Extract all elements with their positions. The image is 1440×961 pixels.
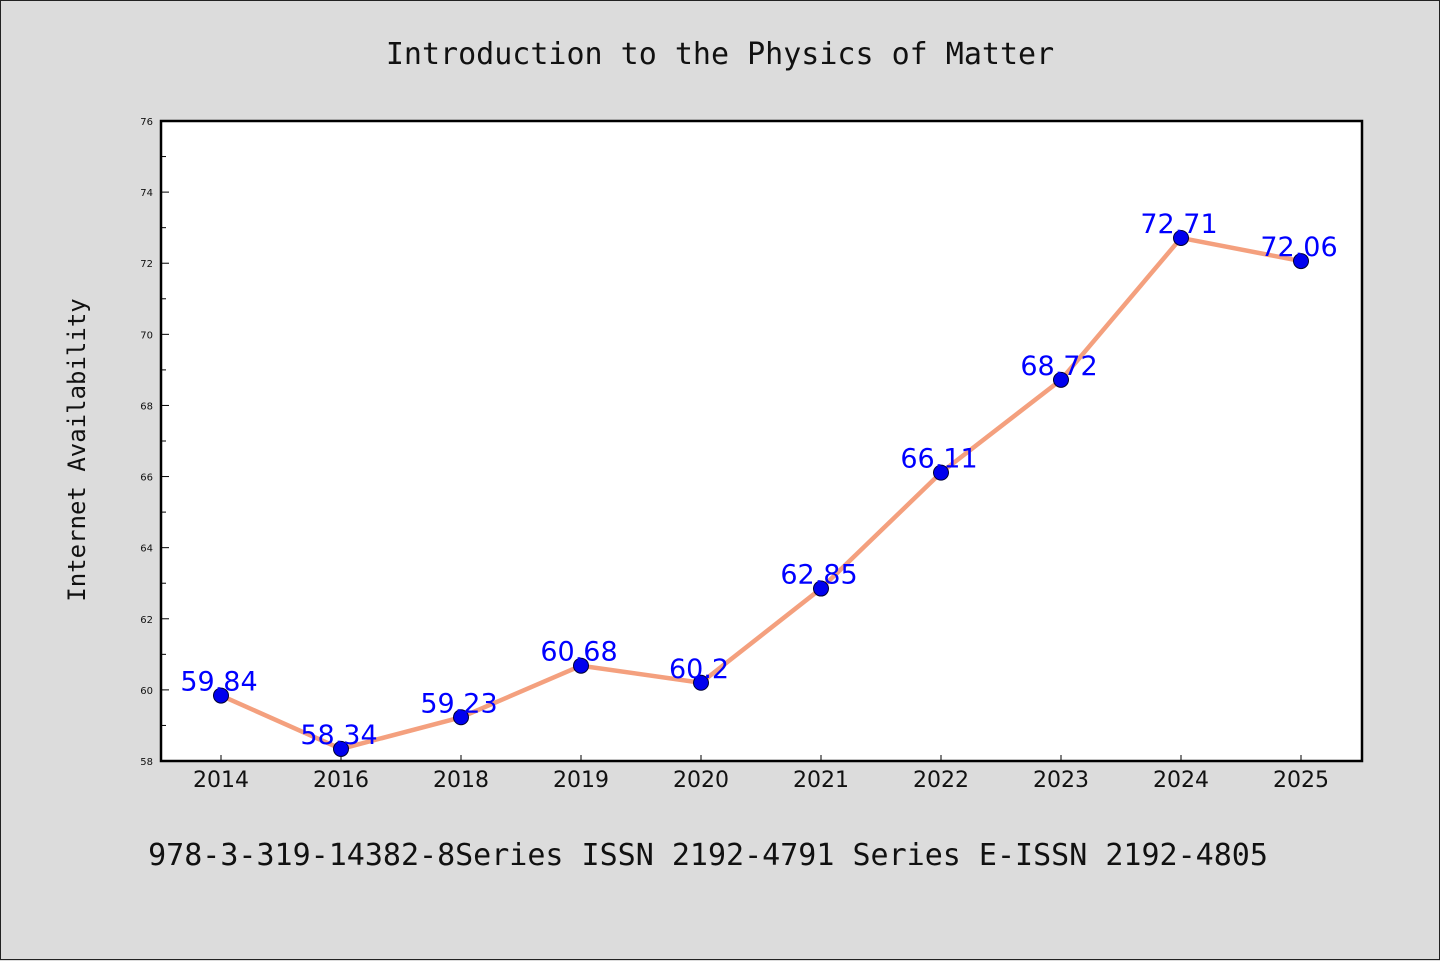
x-tick-label: 2021 — [793, 768, 849, 793]
data-labels-layer: 59.84 58.34 59.23 60.68 60.2 62.85 66.11 68.72 7… — [180, 209, 1337, 751]
x-tick-label: 2016 — [313, 768, 369, 793]
x-tick-label: 2023 — [1033, 768, 1089, 793]
y-tick-label: 58 — [140, 757, 153, 768]
data-point-marker — [813, 580, 829, 597]
y-tick-label: 64 — [140, 544, 153, 555]
x-axis: 2014 2016 2018 2019 2020 2021 2022 2023 2024 2025 — [193, 755, 1329, 793]
y-tick-label: 72 — [140, 259, 153, 270]
y-tick-label: 70 — [140, 330, 153, 341]
y-axis: 58 60 62 64 66 68 70 72 74 76 — [140, 117, 169, 768]
data-label: 66.11 — [900, 444, 977, 475]
y-tick-label: 68 — [140, 401, 153, 412]
data-point-marker — [213, 687, 229, 704]
data-point-marker — [933, 464, 949, 481]
series-line — [218, 235, 1304, 752]
y-axis-label: Internet Availability — [63, 298, 91, 601]
data-label: 59.23 — [420, 688, 497, 719]
y-tick-label: 66 — [140, 473, 153, 484]
data-label: 58.34 — [300, 720, 377, 751]
data-point-marker — [1173, 229, 1189, 246]
x-tick-label: 2025 — [1273, 768, 1329, 793]
data-label: 62.85 — [780, 560, 857, 591]
data-label: 60.68 — [540, 637, 617, 668]
data-label: 72.71 — [1140, 209, 1217, 240]
x-tick-label: 2014 — [193, 768, 249, 793]
y-tick-label: 76 — [140, 117, 153, 128]
x-tick-label: 2024 — [1153, 768, 1209, 793]
y-tick-label: 60 — [140, 686, 153, 697]
data-point-marker — [1293, 253, 1309, 270]
x-tick-label: 2020 — [673, 768, 729, 793]
data-point-marker — [693, 674, 709, 691]
data-label: 59.84 — [180, 667, 257, 698]
data-label: 72.06 — [1260, 232, 1337, 263]
x-tick-label: 2022 — [913, 768, 969, 793]
plot-border — [159, 119, 1364, 763]
data-point-marker — [1053, 371, 1069, 388]
data-label: 68.72 — [1020, 351, 1097, 382]
y-tick-label: 74 — [140, 188, 153, 199]
footer-isbn-text: 978-3-319-14382-8Series ISSN 2192-4791 S… — [148, 838, 1268, 873]
data-point-marker — [573, 657, 589, 674]
plot-area — [161, 121, 1362, 761]
data-label: 60.2 — [669, 654, 729, 685]
y-tick-label: 62 — [140, 615, 153, 626]
data-point-marker — [333, 740, 349, 757]
data-point-marker — [453, 709, 469, 726]
chart-title: Introduction to the Physics of Matter — [386, 37, 1054, 72]
series-layer — [213, 229, 1309, 757]
x-tick-label: 2018 — [433, 768, 489, 793]
x-tick-label: 2019 — [553, 768, 609, 793]
